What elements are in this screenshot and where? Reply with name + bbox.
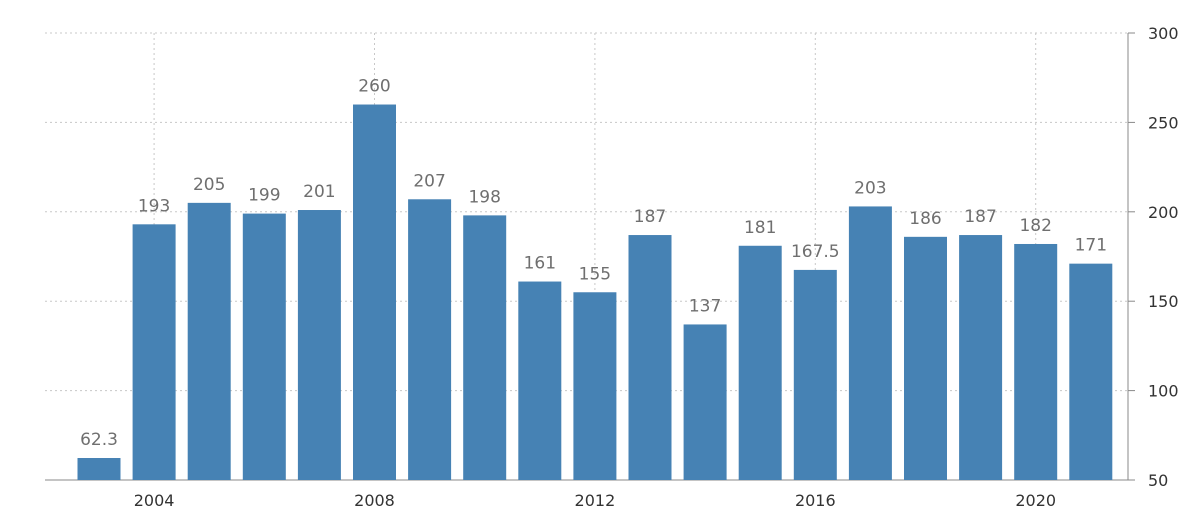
- data-label: 171: [1075, 236, 1107, 256]
- data-label: 207: [413, 171, 445, 191]
- x-tick-label: 2016: [795, 491, 836, 510]
- bar-2020[interactable]: [1014, 243, 1058, 480]
- bar-2018[interactable]: [904, 236, 947, 480]
- data-labels: 62.3 193 205 199 201 260 207 198 161 155 187 137 181…: [80, 77, 1107, 450]
- data-label: 205: [193, 175, 225, 195]
- bar-2014[interactable]: [683, 324, 727, 480]
- bar-2013[interactable]: [628, 235, 672, 480]
- x-tick-label: 2004: [134, 491, 175, 510]
- bar-2012[interactable]: [573, 292, 617, 480]
- data-label: 155: [579, 264, 611, 284]
- bar-2008[interactable]: [353, 104, 396, 481]
- bar-2011[interactable]: [518, 281, 562, 480]
- bar-2009[interactable]: [408, 199, 452, 480]
- x-tick-label: 2008: [354, 491, 395, 510]
- y-tick-label: 150: [1148, 292, 1179, 311]
- x-tick-label: 2020: [1015, 491, 1056, 510]
- bar-2015[interactable]: [738, 245, 782, 480]
- bar-2004[interactable]: [132, 224, 176, 480]
- y-tick-label: 300: [1148, 24, 1179, 43]
- x-axis-ticks: 2004 2008 2012 2016 2020: [134, 491, 1056, 510]
- data-label: 203: [854, 178, 886, 198]
- y-tick-label: 200: [1148, 203, 1179, 222]
- bar-2007[interactable]: [297, 210, 341, 480]
- data-label: 186: [909, 209, 941, 229]
- bar-2005[interactable]: [187, 202, 231, 481]
- bars: [77, 104, 1113, 481]
- x-tick-label: 2012: [575, 491, 616, 510]
- data-label: 193: [138, 196, 170, 216]
- data-label: 167.5: [791, 242, 840, 262]
- bar-2003[interactable]: [77, 458, 121, 480]
- y-tick-label: 50: [1148, 471, 1168, 490]
- data-label: 199: [248, 186, 280, 206]
- data-label: 260: [358, 77, 390, 97]
- data-label: 187: [964, 207, 996, 227]
- data-label: 198: [468, 187, 500, 207]
- bar-2017[interactable]: [848, 206, 892, 480]
- bar-2016[interactable]: [793, 269, 837, 480]
- y-tick-label: 250: [1148, 113, 1179, 132]
- y-axis-ticks: 50 100 150 200 250 300: [1128, 24, 1179, 490]
- data-label: 161: [524, 254, 556, 274]
- bar-2010[interactable]: [463, 215, 507, 480]
- y-tick-label: 100: [1148, 382, 1179, 401]
- data-label: 181: [744, 218, 776, 238]
- data-label: 187: [634, 207, 666, 227]
- data-label: 137: [689, 296, 721, 316]
- data-label: 182: [1019, 216, 1051, 236]
- bar-2019[interactable]: [959, 235, 1003, 480]
- bar-2021[interactable]: [1069, 263, 1113, 480]
- data-label: 62.3: [80, 430, 118, 450]
- bar-2006[interactable]: [242, 213, 286, 480]
- data-label: 201: [303, 182, 335, 202]
